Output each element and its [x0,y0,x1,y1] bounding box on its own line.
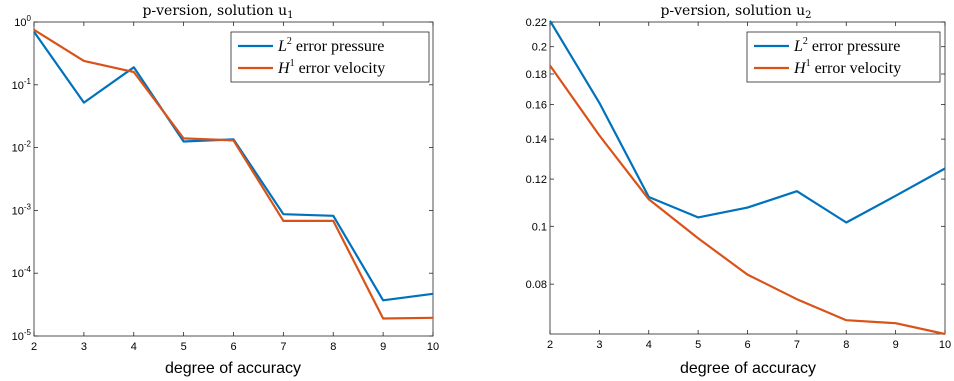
series-line-velocity [549,64,946,336]
x-tick-label: 4 [131,341,137,353]
y-tick-label: 10-5 [12,328,32,343]
series-line-pressure [549,20,946,224]
x-tick-label: 2 [31,341,37,353]
y-tick-label: 0.08 [526,279,547,291]
y-tick-label: 0.18 [526,69,547,81]
title-subscript: 1 [287,10,293,21]
series-lines [549,20,946,336]
legend-box [746,31,941,83]
y-axis-ticks: 0.22 0.2 0.18 0.16 0.14 0.12 0.1 0.08 [526,17,945,291]
chart-title: p-version, solution u1 [142,3,293,21]
x-tick-label: 4 [646,339,652,351]
x-tick-label: 3 [596,339,602,351]
y-tick-label: 0.14 [526,134,547,146]
x-tick-label: 9 [893,339,899,351]
x-tick-label: 3 [81,341,87,353]
x-tick-label: 7 [794,339,800,351]
x-tick-label: 10 [427,341,439,353]
y-tick-label: 10-3 [12,202,32,217]
y-tick-label: 10-2 [12,140,32,155]
y-tick-label: 10-4 [12,265,32,280]
series-line-velocity [33,28,434,320]
x-axis-label: degree of accuracy [165,360,301,377]
chart-panel-1: p-version, solution u1 10010-110-210-310… [12,3,440,377]
legend-label-velocity: H1 error velocity [793,58,901,77]
x-axis-label: degree of accuracy [680,360,816,377]
y-tick-label: 0.12 [526,174,547,186]
legend-box [230,31,430,83]
series-lines [33,28,434,320]
y-tick-label: 0.16 [526,100,547,112]
x-tick-label: 2 [547,339,553,351]
y-tick-label: 0.22 [526,17,547,29]
y-tick-label: 10-1 [12,77,32,92]
x-tick-label: 6 [744,339,750,351]
x-tick-label: 8 [330,341,336,353]
x-tick-label: 10 [939,339,951,351]
legend: L2 error pressure H1 error velocity [230,31,430,83]
x-axis-ticks: 2 3 4 5 6 7 8 9 10 [31,22,439,353]
y-tick-label: 0.2 [532,42,547,54]
legend-label-velocity: H1 error velocity [277,58,385,77]
chart-panel-2: p-version, solution u2 0.220.20.180.160.… [526,3,952,377]
x-axis-ticks: 2 3 4 5 6 7 8 9 10 [547,22,951,351]
y-tick-label: 100 [14,14,31,29]
chart-title: p-version, solution u2 [660,3,811,21]
x-tick-label: 7 [280,341,286,353]
y-axis-ticks: 100 10-1 10-2 10-3 10-4 10-5 [12,14,433,343]
legend-label-pressure: L2 error pressure [793,36,900,55]
title-subscript: 2 [805,10,811,21]
x-tick-label: 5 [695,339,701,351]
x-tick-label: 5 [181,341,187,353]
x-tick-label: 8 [843,339,849,351]
x-tick-label: 9 [380,341,386,353]
x-tick-label: 6 [230,341,236,353]
legend-label-pressure: L2 error pressure [277,36,384,55]
y-tick-label: 0.1 [532,221,547,233]
legend: L2 error pressure H1 error velocity [746,31,941,83]
